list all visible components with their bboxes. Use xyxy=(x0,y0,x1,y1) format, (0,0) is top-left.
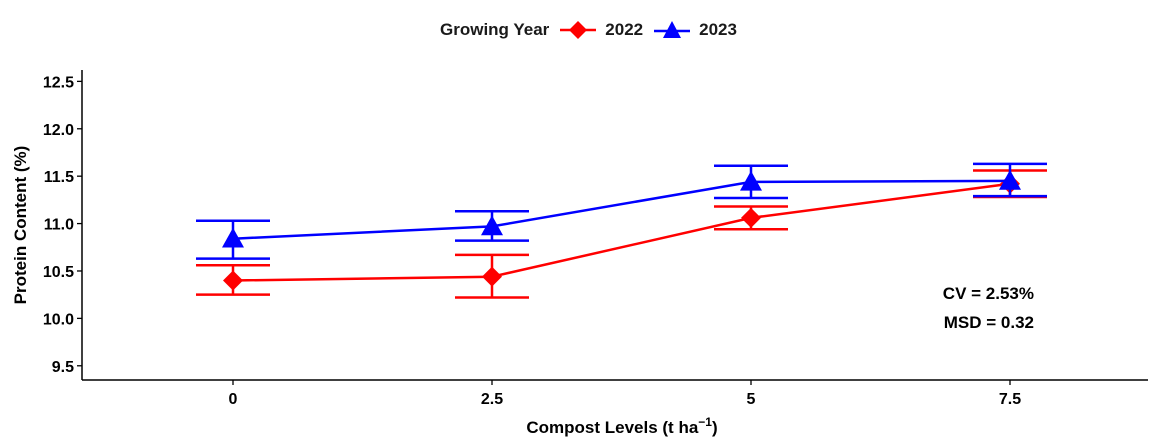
x-tick-label: 7.5 xyxy=(999,391,1021,408)
legend-item-2023: 2023 xyxy=(653,20,737,40)
y-tick-label: 10.0 xyxy=(43,311,74,328)
series-line-2022 xyxy=(232,182,1011,282)
legend-item-2022: 2022 xyxy=(559,20,643,40)
point-2022 xyxy=(741,207,761,228)
x-axis-label-exponent: −1 xyxy=(698,415,712,429)
point-2022 xyxy=(482,266,502,287)
y-tick-label: 9.5 xyxy=(52,359,74,376)
legend-key-2023-icon xyxy=(654,21,691,38)
series-line-2023 xyxy=(232,179,1011,240)
point-2023 xyxy=(740,170,762,191)
x-axis-label-close: ) xyxy=(712,418,718,437)
y-tick-label: 11.0 xyxy=(44,217,74,234)
point-2023 xyxy=(222,227,244,248)
legend-label-2023: 2023 xyxy=(699,20,737,39)
plot-area xyxy=(196,162,1047,299)
x-tick-label: 0 xyxy=(229,391,238,408)
annotation-cv: CV = 2.53% xyxy=(943,284,1034,303)
y-tick-label: 11.5 xyxy=(44,169,74,186)
x-tick-label: 2.5 xyxy=(481,391,503,408)
x-axis-label-main: Compost Levels (t ha xyxy=(526,418,698,437)
axes: 9.5 10.0 10.5 11.0 11.5 12.0 12.5 0 2.5 5 7.5 xyxy=(43,70,1148,408)
y-axis-label: Protein Content (%) xyxy=(11,146,30,305)
annotation-msd: MSD = 0.32 xyxy=(944,313,1034,332)
point-2023 xyxy=(481,215,503,236)
legend-label-2022: 2022 xyxy=(605,20,644,39)
legend: Growing Year 2022 2023 xyxy=(440,16,737,44)
x-axis-label: Compost Levels (t ha−1) xyxy=(526,415,717,437)
y-tick-label: 12.0 xyxy=(43,122,74,139)
x-tick-label: 5 xyxy=(747,391,756,408)
y-tick-label: 10.5 xyxy=(43,264,74,281)
legend-key-2022-icon xyxy=(560,21,597,39)
y-tick-label: 12.5 xyxy=(43,74,74,91)
point-2022 xyxy=(223,270,243,291)
legend-title: Growing Year xyxy=(440,20,550,39)
point-2023 xyxy=(999,169,1021,190)
series-2023 xyxy=(196,162,1047,260)
